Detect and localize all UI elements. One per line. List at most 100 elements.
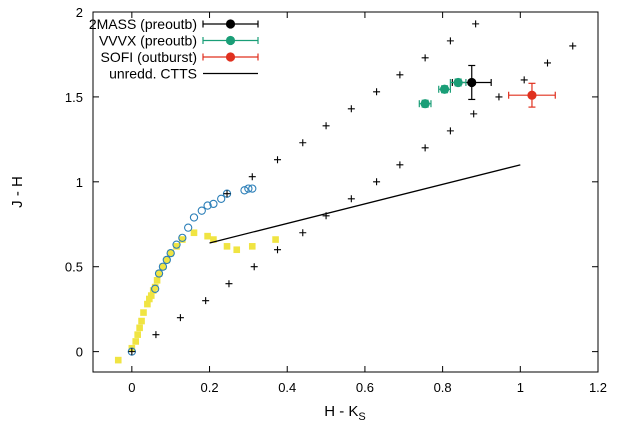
plus-point (569, 42, 577, 50)
x-axis-label-main: H - K (324, 403, 358, 420)
plus-point (223, 190, 231, 198)
open-circle-point (184, 223, 193, 232)
square-point (248, 243, 256, 250)
plus-point (544, 59, 551, 67)
plus-point (299, 229, 307, 237)
square-point (149, 287, 157, 294)
plus-point (274, 246, 282, 254)
y-tick-label: 0 (76, 345, 83, 360)
vvvx-preoutb-series (418, 77, 467, 109)
square-point (151, 283, 159, 291)
y-tick-label: 1.5 (65, 90, 83, 105)
square-point (159, 263, 167, 271)
open-circle-point (151, 284, 160, 293)
open-circle-point (217, 194, 226, 203)
plus-point (470, 110, 478, 118)
open-circle-point (222, 189, 232, 198)
open-circle-point (166, 248, 175, 258)
data-point (453, 77, 463, 88)
x-tick-label: 1.2 (589, 380, 607, 395)
legend-marker (225, 35, 236, 46)
square-point (144, 300, 151, 308)
legend-label: SOFI (outburst) (101, 49, 197, 65)
open-circle-point (240, 186, 249, 195)
square-point (167, 249, 174, 257)
x-tick-label: 1 (517, 380, 524, 395)
x-axis-label-subscript: S (358, 411, 365, 423)
open-circle-series (127, 184, 257, 356)
x-tick-label: 0.8 (434, 380, 452, 395)
open-circle-point (158, 262, 168, 271)
square-point (190, 229, 198, 237)
open-circle-point (127, 347, 136, 356)
square-point (163, 256, 171, 264)
open-circle-point (162, 255, 171, 265)
y-tick-label: 1 (76, 175, 83, 190)
y-tick-label: 0.5 (65, 260, 83, 275)
plus-point (421, 54, 429, 62)
data-point (527, 90, 537, 100)
square-point (179, 236, 186, 243)
chart-marks (114, 20, 577, 364)
plus-point (202, 297, 210, 305)
plus-point (299, 139, 307, 147)
plus-point (152, 331, 160, 339)
plus-point (396, 161, 404, 169)
open-circle-point (172, 240, 181, 249)
plus-point (446, 37, 454, 45)
plus-series (128, 20, 577, 356)
square-point (272, 236, 279, 243)
y-axis-label: J - H (9, 176, 26, 208)
x-tick-label: 0.2 (200, 380, 218, 395)
open-circle-point (209, 199, 218, 209)
plot-frame (92, 11, 599, 373)
open-circle-point (248, 184, 257, 193)
ctts-locus-line (209, 164, 521, 244)
open-circle-point (189, 213, 199, 222)
axis-ticks: 0 0.2 0.4 0.6 0.8 1 1.2 0 0.5 1 1.5 2 (65, 5, 607, 395)
legend: 2MASS (preoutb)VVVX (preoutb)SOFI (outbu… (89, 16, 259, 82)
square-point (114, 356, 122, 364)
square-point (153, 277, 161, 284)
data-point (467, 77, 477, 88)
open-circle-point (154, 269, 164, 278)
square-series (114, 229, 279, 364)
plus-point (495, 93, 503, 101)
x-tick-label: 0.6 (356, 380, 374, 395)
x-axis-label: H - KS (324, 403, 366, 423)
square-point (155, 270, 163, 277)
legend-label: unredd. CTTS (109, 66, 197, 82)
plus-point (446, 127, 454, 135)
unredd-ctts-series (209, 164, 521, 244)
open-circle-point (203, 201, 212, 210)
plus-point (373, 88, 381, 96)
plus-point (373, 178, 381, 186)
square-point (138, 317, 145, 325)
legend-marker (225, 19, 236, 29)
plus-point (347, 195, 355, 203)
square-point (223, 243, 231, 250)
plus-point (322, 122, 330, 130)
data-point (439, 84, 450, 94)
plus-point (176, 314, 184, 322)
plus-point (225, 280, 233, 288)
open-circle-point (244, 184, 253, 193)
square-point (146, 295, 153, 303)
square-point (210, 236, 217, 243)
square-point (233, 246, 241, 254)
open-circle-point (197, 206, 206, 215)
plus-point (248, 173, 256, 181)
data-point (420, 99, 430, 109)
plus-point (347, 105, 355, 113)
plus-point (472, 20, 480, 28)
plus-point (520, 76, 528, 84)
square-point (147, 292, 155, 299)
plus-point (274, 156, 282, 164)
plus-point (396, 71, 404, 79)
legend-label: VVVX (preoutb) (99, 33, 197, 49)
legend-label: 2MASS (preoutb) (89, 16, 197, 32)
square-point (140, 309, 147, 316)
plus-point (421, 144, 429, 152)
square-point (204, 232, 211, 240)
